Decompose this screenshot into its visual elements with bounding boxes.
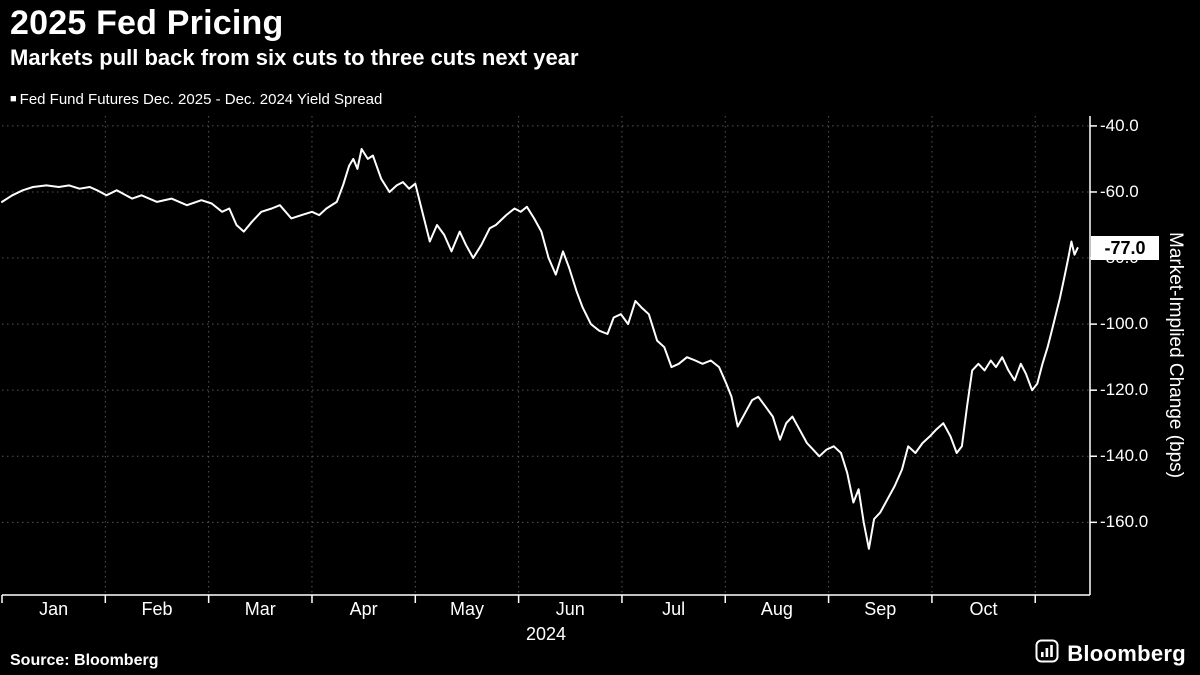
bloomberg-logo-icon (1035, 639, 1059, 668)
series-line (1, 148, 1079, 550)
bloomberg-wordmark: Bloomberg (1067, 640, 1186, 666)
legend-label: Fed Fund Futures Dec. 2025 - Dec. 2024 Y… (19, 91, 383, 108)
chart-title: 2025 Fed Pricing (10, 4, 284, 42)
legend-swatch-icon: ■ (10, 93, 17, 105)
legend: ■ Fed Fund Futures Dec. 2025 - Dec. 2024… (10, 91, 382, 108)
bloomberg-logo: Bloomberg (1035, 639, 1186, 668)
y-axis-title: Market-Implied Change (bps) (1165, 232, 1186, 479)
source-label: Source: Bloomberg (10, 652, 159, 669)
x-axis-year-label: 2024 (525, 624, 567, 644)
chart-subtitle: Markets pull back from six cuts to three… (10, 45, 579, 70)
last-value-badge: -77.0 (1091, 236, 1159, 261)
